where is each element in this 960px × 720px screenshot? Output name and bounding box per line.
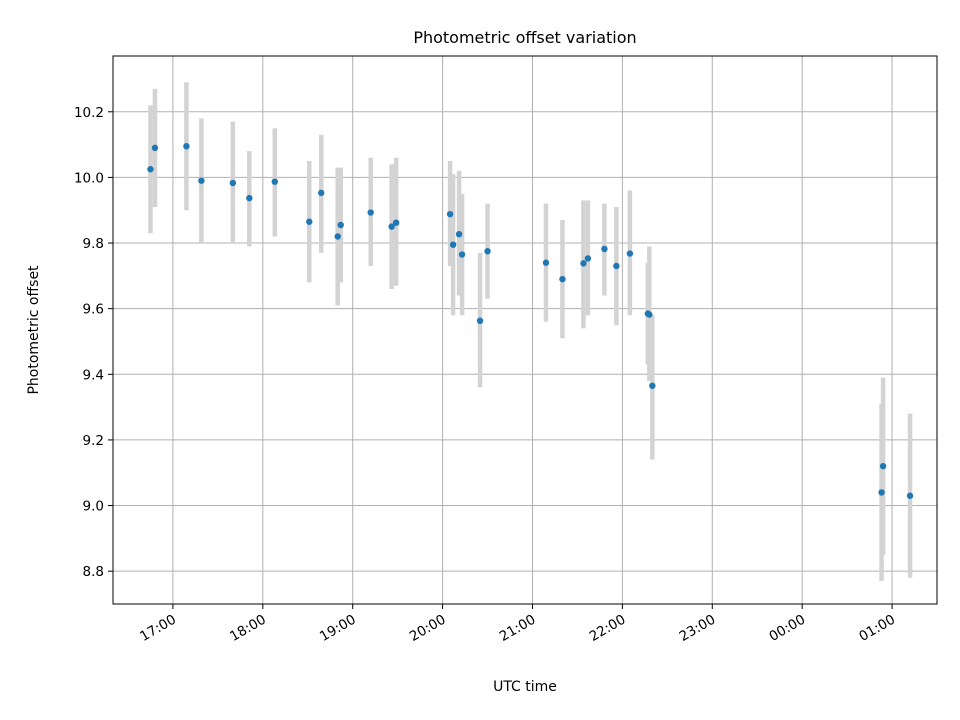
- data-point: [906, 492, 914, 499]
- data-point: [878, 489, 885, 496]
- data-points: [147, 143, 914, 499]
- data-point: [183, 143, 190, 150]
- data-point: [584, 255, 592, 262]
- data-point: [601, 245, 608, 253]
- y-tick-label: 10.0: [74, 170, 104, 186]
- data-point: [151, 144, 159, 152]
- data-point: [646, 311, 653, 318]
- data-point: [879, 462, 887, 470]
- data-point: [455, 230, 463, 238]
- data-point: [388, 223, 395, 230]
- grid: [113, 56, 937, 604]
- data-point: [147, 166, 154, 173]
- y-axis-ticks: 8.8 9.0 9.2 9.4 9.6 9.8 10.0 10.2: [74, 105, 113, 580]
- data-point: [449, 241, 457, 248]
- data-point: [446, 210, 454, 218]
- data-point: [458, 251, 466, 258]
- x-axis-label: UTC time: [493, 679, 557, 695]
- data-point: [542, 259, 550, 266]
- y-axis-label: Photometric offset: [26, 265, 42, 395]
- y-tick-label: 9.2: [83, 433, 104, 449]
- data-point: [229, 179, 237, 187]
- y-tick-label: 9.0: [83, 499, 104, 515]
- y-tick-label: 9.8: [83, 236, 104, 252]
- data-point: [318, 189, 325, 197]
- data-point: [306, 218, 313, 225]
- data-point: [246, 194, 253, 202]
- data-point: [198, 177, 205, 184]
- y-tick-label: 8.8: [83, 564, 104, 580]
- data-point: [367, 209, 374, 216]
- data-point: [626, 250, 634, 257]
- data-point: [580, 260, 587, 267]
- data-point: [337, 221, 344, 229]
- plot-frame: [112, 55, 938, 605]
- data-point: [484, 248, 491, 255]
- data-point: [271, 178, 279, 185]
- y-tick-label: 9.4: [83, 367, 104, 383]
- data-point: [559, 275, 566, 283]
- data-point: [613, 262, 620, 270]
- data-point: [649, 382, 656, 389]
- y-tick-label: 9.6: [83, 302, 104, 318]
- y-tick-label: 10.2: [74, 105, 104, 121]
- data-point: [334, 233, 341, 240]
- data-point: [476, 317, 484, 325]
- chart-title: Photometric offset variation: [413, 28, 636, 47]
- data-point: [392, 219, 400, 226]
